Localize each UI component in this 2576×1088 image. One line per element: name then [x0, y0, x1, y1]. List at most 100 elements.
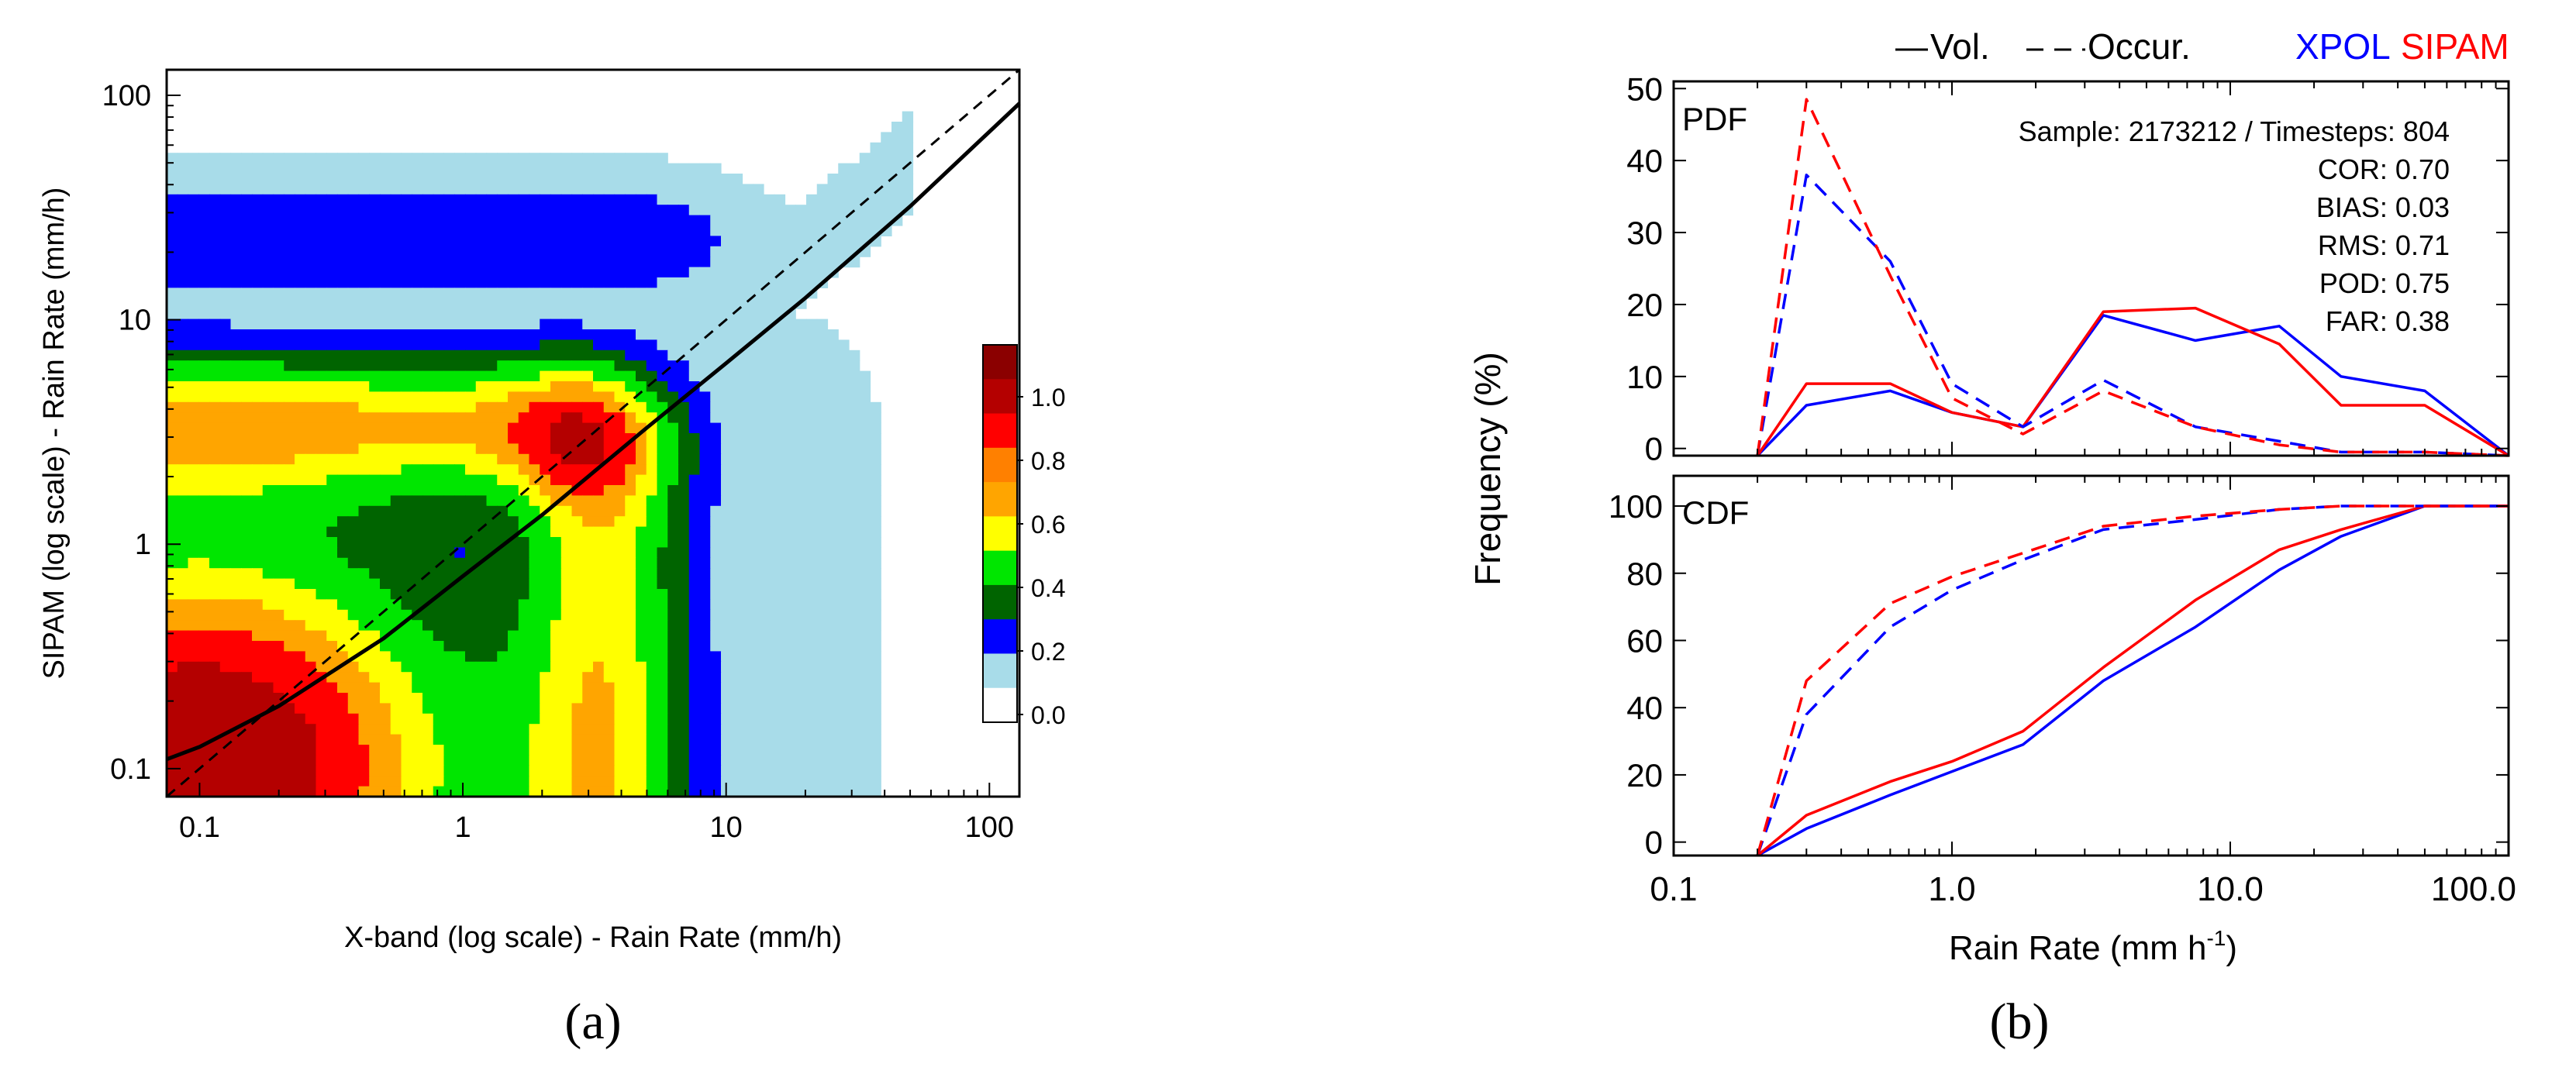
- heatmap-cell: [230, 339, 242, 351]
- heatmap-cell: [625, 724, 636, 735]
- heatmap-cell: [219, 505, 232, 517]
- heatmap-cell: [881, 184, 892, 195]
- heatmap-cell: [380, 641, 391, 652]
- heatmap-cell: [721, 370, 733, 382]
- heatmap-cell: [209, 267, 221, 278]
- heatmap-cell: [785, 713, 796, 725]
- heatmap-cell: [326, 485, 338, 496]
- heatmap-cell: [188, 287, 199, 299]
- heatmap-cell: [582, 236, 594, 247]
- heatmap-cell: [443, 298, 455, 309]
- heatmap-cell: [358, 401, 370, 413]
- heatmap-cell: [390, 153, 402, 164]
- heatmap-cell: [774, 370, 786, 382]
- heatmap-cell: [475, 226, 488, 236]
- heatmap-cell: [688, 184, 701, 195]
- heatmap-cell: [443, 453, 455, 465]
- heatmap-cell: [369, 194, 381, 205]
- heatmap-cell: [198, 433, 210, 444]
- heatmap-cell: [731, 339, 743, 351]
- heatmap-cell: [603, 547, 616, 559]
- heatmap-cell: [710, 651, 722, 663]
- heatmap-cell: [625, 236, 636, 247]
- heatmap-cell: [593, 298, 605, 309]
- heatmap-cell: [764, 485, 775, 496]
- heatmap-cell: [593, 194, 605, 205]
- heatmap-cell: [678, 174, 690, 184]
- heatmap-cell: [731, 360, 743, 372]
- heatmap-cell: [731, 226, 743, 236]
- heatmap-cell: [540, 205, 551, 216]
- heatmap-cell: [849, 682, 860, 694]
- heatmap-cell: [369, 453, 381, 465]
- heatmap-cell: [582, 651, 594, 663]
- heatmap-cell: [326, 153, 338, 164]
- heatmap-cell: [465, 453, 477, 465]
- heatmap-cell: [295, 724, 306, 735]
- heatmap-cell: [795, 412, 807, 424]
- heatmap-cell: [816, 464, 829, 476]
- heatmap-cell: [337, 485, 349, 496]
- heatmap-cell: [806, 433, 818, 444]
- heatmap-cell: [667, 734, 679, 745]
- heatmap-cell: [443, 734, 455, 745]
- colorbar-segment: [983, 516, 1017, 552]
- heatmap-cell: [219, 287, 232, 299]
- heatmap-cell: [764, 672, 775, 683]
- heatmap-cell: [230, 349, 242, 361]
- heatmap-cell: [902, 194, 914, 205]
- heatmap-cell: [657, 236, 668, 247]
- heatmap-cell: [188, 505, 199, 517]
- heatmap-cell: [699, 505, 711, 517]
- heatmap-cell: [401, 277, 412, 288]
- heatmap-cell: [337, 174, 349, 184]
- heatmap-cell: [454, 765, 466, 776]
- heatmap-cell: [753, 641, 764, 652]
- heatmap-cell: [529, 641, 540, 652]
- heatmap-cell: [219, 422, 232, 434]
- heatmap-cell: [678, 776, 690, 787]
- heatmap-cell: [241, 412, 253, 424]
- heatmap-cell: [699, 412, 711, 424]
- heatmap-cell: [646, 557, 658, 569]
- heatmap-cell: [625, 599, 636, 611]
- heatmap-cell: [550, 693, 562, 704]
- heatmap-cell: [241, 734, 253, 745]
- heatmap-cell: [167, 557, 178, 569]
- heatmap-cell: [625, 464, 636, 476]
- heatmap-cell: [358, 474, 370, 486]
- heatmap-cell: [785, 370, 796, 382]
- heatmap-cell: [412, 277, 423, 288]
- heatmap-cell: [390, 381, 402, 392]
- heatmap-cell: [188, 174, 199, 184]
- heatmap-cell: [785, 724, 796, 735]
- heatmap-cell: [816, 755, 829, 766]
- heatmap-cell: [316, 215, 327, 226]
- heatmap-cell: [710, 693, 722, 704]
- heatmap-cell: [508, 516, 519, 528]
- heatmap-cell: [764, 433, 775, 444]
- heatmap-cell: [593, 786, 605, 797]
- heatmap-cell: [209, 745, 221, 756]
- heatmap-cell: [560, 391, 573, 403]
- heatmap-cell: [358, 433, 370, 444]
- heatmap-cell: [540, 599, 551, 611]
- heatmap-cell: [560, 474, 573, 486]
- heatmap-cell: [412, 516, 423, 528]
- heatmap-cell: [284, 682, 295, 694]
- heatmap-cell: [167, 257, 178, 268]
- heatmap-cell: [710, 776, 722, 787]
- heatmap-cell: [347, 786, 360, 797]
- heatmap-cell: [230, 277, 242, 288]
- heatmap-cell: [625, 298, 636, 309]
- heatmap-cell: [241, 339, 253, 351]
- heatmap-cell: [636, 609, 647, 621]
- heatmap-cell: [721, 526, 733, 538]
- heatmap-cell: [252, 745, 264, 756]
- heatmap-cell: [603, 236, 616, 247]
- heatmap-cell: [347, 474, 360, 486]
- heatmap-cell: [401, 349, 412, 361]
- heatmap-cell: [657, 360, 668, 372]
- heatmap-cell: [486, 620, 498, 632]
- heatmap-cell: [347, 349, 360, 361]
